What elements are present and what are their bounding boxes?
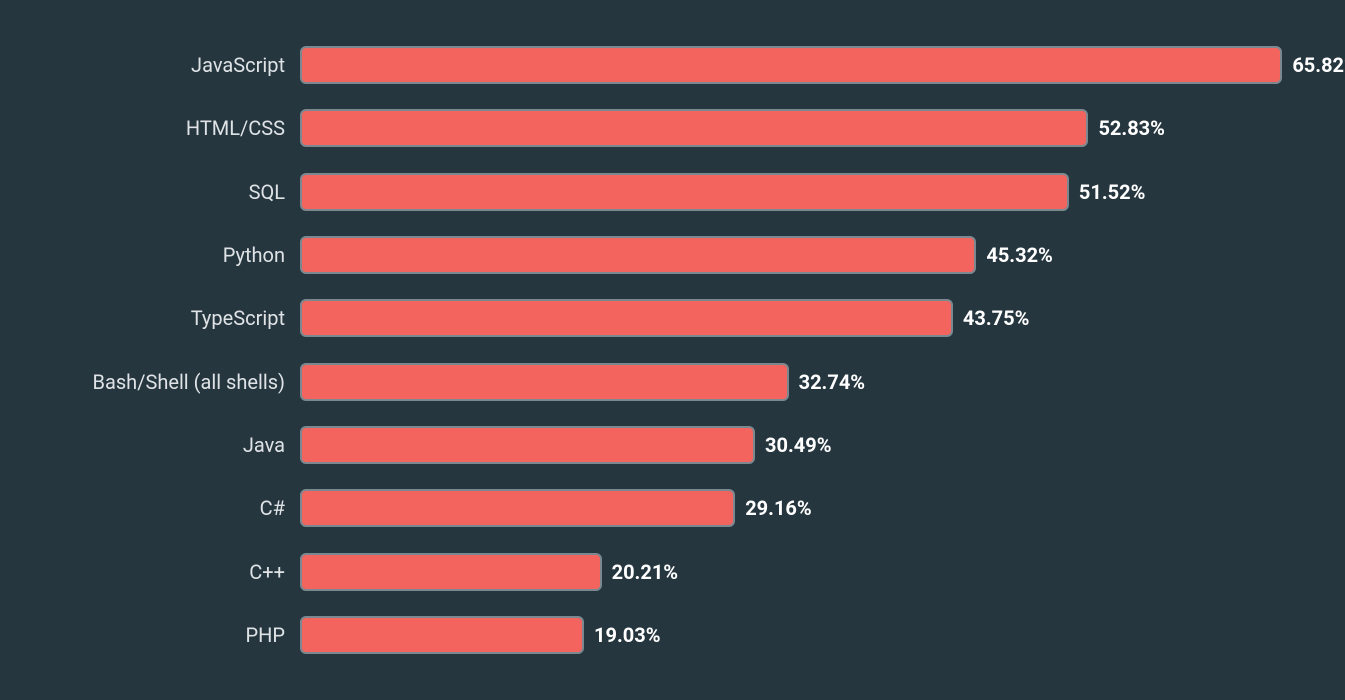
bar-track: 52.83% bbox=[300, 109, 1285, 147]
bar-value: 52.83% bbox=[1086, 116, 1164, 140]
bar-value: 20.21% bbox=[600, 560, 678, 584]
bar-fill: 19.03% bbox=[300, 616, 584, 654]
bar-fill: 32.74% bbox=[300, 363, 789, 401]
bar-label: TypeScript bbox=[40, 306, 300, 330]
bar-track: 19.03% bbox=[300, 616, 1285, 654]
bar-track: 43.75% bbox=[300, 299, 1285, 337]
bar-value: 29.16% bbox=[733, 496, 811, 520]
bar-label: Java bbox=[40, 433, 300, 457]
bar-label: C++ bbox=[40, 560, 300, 584]
bar-value: 65.82% bbox=[1280, 53, 1345, 77]
bar-fill: 65.82% bbox=[300, 46, 1282, 84]
bar-track: 20.21% bbox=[300, 553, 1285, 591]
chart-container: JavaScript65.82%HTML/CSS52.83%SQL51.52%P… bbox=[0, 0, 1345, 700]
bar-fill: 30.49% bbox=[300, 426, 755, 464]
bar-row: JavaScript65.82% bbox=[40, 45, 1285, 85]
bar-value: 19.03% bbox=[582, 623, 660, 647]
bar-label: C# bbox=[40, 496, 300, 520]
bar-row: SQL51.52% bbox=[40, 172, 1285, 212]
bar-label: SQL bbox=[40, 180, 300, 204]
bar-track: 51.52% bbox=[300, 173, 1285, 211]
bar-label: JavaScript bbox=[40, 53, 300, 77]
bar-row: Bash/Shell (all shells)32.74% bbox=[40, 362, 1285, 402]
bar-fill: 45.32% bbox=[300, 236, 976, 274]
bar-fill: 20.21% bbox=[300, 553, 602, 591]
bar-track: 65.82% bbox=[300, 46, 1285, 84]
bar-label: HTML/CSS bbox=[40, 116, 300, 140]
bar-track: 32.74% bbox=[300, 363, 1285, 401]
bar-label: Python bbox=[40, 243, 300, 267]
bar-label: PHP bbox=[40, 623, 300, 647]
bar-fill: 43.75% bbox=[300, 299, 953, 337]
bar-row: Java30.49% bbox=[40, 425, 1285, 465]
bar-fill: 51.52% bbox=[300, 173, 1069, 211]
bar-row: HTML/CSS52.83% bbox=[40, 108, 1285, 148]
bar-track: 30.49% bbox=[300, 426, 1285, 464]
bar-row: Python45.32% bbox=[40, 235, 1285, 275]
bar-row: C++20.21% bbox=[40, 552, 1285, 592]
bar-label: Bash/Shell (all shells) bbox=[40, 370, 300, 394]
bar-value: 45.32% bbox=[974, 243, 1052, 267]
bar-row: PHP19.03% bbox=[40, 615, 1285, 655]
bar-row: TypeScript43.75% bbox=[40, 298, 1285, 338]
bar-fill: 29.16% bbox=[300, 489, 735, 527]
bar-track: 45.32% bbox=[300, 236, 1285, 274]
bar-track: 29.16% bbox=[300, 489, 1285, 527]
bar-value: 30.49% bbox=[753, 433, 831, 457]
bar-value: 51.52% bbox=[1067, 180, 1145, 204]
bar-row: C#29.16% bbox=[40, 488, 1285, 528]
bar-value: 43.75% bbox=[951, 306, 1029, 330]
bar-value: 32.74% bbox=[787, 370, 865, 394]
bar-fill: 52.83% bbox=[300, 109, 1088, 147]
